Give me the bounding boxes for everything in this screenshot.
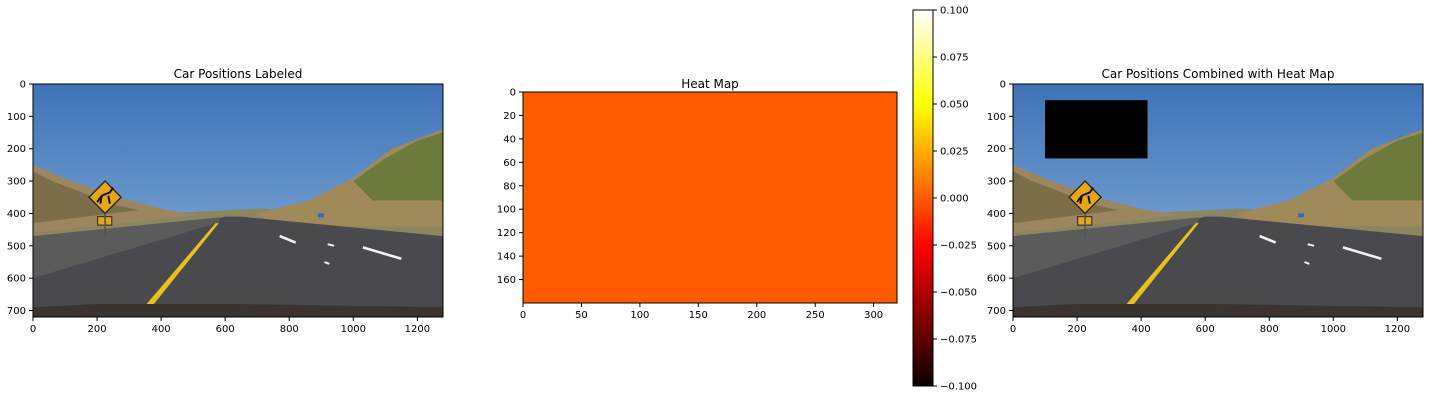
colorbar: −0.100 −0.075 −0.050 −0.025 0.000 0.025 0.050 0… xyxy=(912,6,977,393)
x-axis: 0 200 400 600 800 1000 1200 xyxy=(1010,317,1410,335)
panel-heat-map: Heat Map 0 50 100 150 200 250 300 0 20 40 60 80 100… xyxy=(497,77,898,321)
y-tick-label: 100 xyxy=(987,112,1006,123)
y-tick-label: 0 xyxy=(20,80,26,91)
x-tick-label: 200 xyxy=(88,324,107,335)
y-tick-label: 200 xyxy=(987,144,1006,155)
y-tick-label: 300 xyxy=(7,177,26,188)
x-tick-label: 800 xyxy=(1260,324,1279,335)
x-tick-label: 250 xyxy=(806,310,825,321)
colorbar-tick-label: −0.075 xyxy=(940,335,977,346)
x-tick-label: 50 xyxy=(575,310,588,321)
y-tick-label: 140 xyxy=(497,252,516,263)
y-tick-label: 500 xyxy=(7,241,26,252)
colorbar-ticks: −0.100 −0.075 −0.050 −0.025 0.000 0.025 0.050 0… xyxy=(933,6,977,393)
x-tick-label: 1000 xyxy=(341,324,366,335)
colorbar-tick-label: −0.025 xyxy=(940,241,977,252)
colorbar-gradient xyxy=(913,10,933,386)
panel-combined: Car Positions Combined with Heat Map 0 20… xyxy=(987,67,1425,335)
colorbar-tick-label: 0.000 xyxy=(940,194,969,205)
y-tick-label: 700 xyxy=(7,306,26,317)
x-tick-label: 1000 xyxy=(1321,324,1346,335)
y-tick-label: 600 xyxy=(987,274,1006,285)
y-tick-label: 40 xyxy=(503,134,516,145)
y-tick-label: 100 xyxy=(7,112,26,123)
x-tick-label: 800 xyxy=(280,324,299,335)
y-tick-label: 60 xyxy=(503,158,516,169)
chart-title: Car Positions Labeled xyxy=(174,67,303,81)
x-tick-label: 400 xyxy=(1132,324,1151,335)
x-tick-label: 300 xyxy=(864,310,883,321)
y-tick-label: 400 xyxy=(987,209,1006,220)
road-image xyxy=(31,82,445,319)
y-tick-label: 400 xyxy=(7,209,26,220)
y-tick-label: 700 xyxy=(987,306,1006,317)
colorbar-tick-label: −0.100 xyxy=(940,382,977,393)
colorbar-tick-label: 0.050 xyxy=(940,100,969,111)
x-tick-label: 600 xyxy=(1196,324,1215,335)
x-tick-label: 400 xyxy=(152,324,171,335)
y-tick-label: 0 xyxy=(1000,80,1006,91)
y-tick-label: 0 xyxy=(510,88,516,99)
y-tick-label: 100 xyxy=(497,205,516,216)
y-tick-label: 80 xyxy=(503,181,516,192)
chart-title: Car Positions Combined with Heat Map xyxy=(1102,67,1335,81)
y-tick-label: 200 xyxy=(7,144,26,155)
axes-frame xyxy=(32,83,444,318)
y-axis: 0 100 200 300 400 500 600 700 xyxy=(7,80,33,317)
x-tick-label: 100 xyxy=(630,310,649,321)
y-tick-label: 160 xyxy=(497,275,516,286)
x-tick-label: 0 xyxy=(1010,324,1016,335)
chart-title: Heat Map xyxy=(681,77,739,91)
x-tick-label: 0 xyxy=(30,324,36,335)
axes-frame xyxy=(522,91,898,304)
heatmap-cells xyxy=(523,92,897,303)
x-tick-label: 200 xyxy=(747,310,766,321)
y-axis: 0 20 40 60 80 100 120 140 160 xyxy=(497,88,523,286)
y-tick-label: 20 xyxy=(503,111,516,122)
panel-car-positions: Car Positions Labeled 0 200 400 600 800 1000 1… xyxy=(7,67,445,335)
x-tick-label: 200 xyxy=(1068,324,1087,335)
y-tick-label: 120 xyxy=(497,228,516,239)
colorbar-tick-label: 0.075 xyxy=(940,53,969,64)
overlay-box xyxy=(1045,100,1148,159)
x-axis: 0 50 100 150 200 250 300 xyxy=(520,303,883,321)
y-tick-label: 600 xyxy=(7,274,26,285)
axes-frame xyxy=(1012,83,1424,318)
x-tick-label: 150 xyxy=(689,310,708,321)
x-tick-label: 600 xyxy=(216,324,235,335)
y-tick-label: 500 xyxy=(987,241,1006,252)
colorbar-tick-label: 0.100 xyxy=(940,6,969,17)
y-axis: 0 100 200 300 400 500 600 700 xyxy=(987,80,1013,317)
colorbar-tick-label: 0.025 xyxy=(940,147,969,158)
x-tick-label: 1200 xyxy=(405,324,430,335)
x-tick-label: 0 xyxy=(520,310,526,321)
x-tick-label: 1200 xyxy=(1385,324,1410,335)
x-axis: 0 200 400 600 800 1000 1200 xyxy=(30,317,430,335)
colorbar-tick-label: −0.050 xyxy=(940,288,977,299)
y-tick-label: 300 xyxy=(987,177,1006,188)
